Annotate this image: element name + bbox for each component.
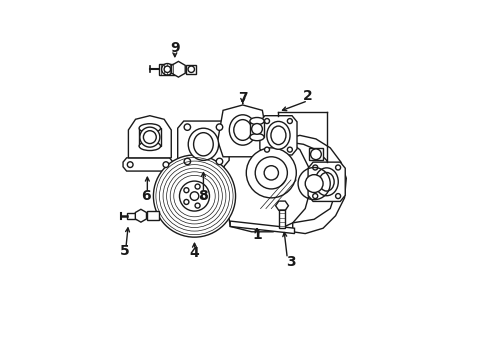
Circle shape [188, 66, 194, 72]
Circle shape [264, 147, 269, 152]
Text: 5: 5 [120, 244, 129, 258]
Polygon shape [147, 211, 159, 220]
Circle shape [183, 199, 188, 204]
Circle shape [164, 66, 170, 72]
Ellipse shape [314, 168, 338, 196]
Circle shape [143, 131, 156, 144]
Ellipse shape [266, 121, 289, 149]
Polygon shape [275, 201, 288, 210]
Circle shape [162, 64, 173, 75]
Polygon shape [217, 105, 267, 157]
Circle shape [179, 181, 209, 211]
Polygon shape [223, 135, 310, 232]
Circle shape [184, 124, 190, 130]
Ellipse shape [249, 117, 264, 125]
Polygon shape [177, 121, 229, 167]
Circle shape [246, 148, 296, 198]
Circle shape [335, 165, 340, 170]
Text: 9: 9 [170, 41, 179, 55]
Polygon shape [126, 213, 141, 219]
Polygon shape [307, 162, 345, 202]
Polygon shape [249, 121, 264, 137]
Circle shape [312, 165, 317, 170]
Ellipse shape [139, 141, 160, 150]
Ellipse shape [139, 124, 160, 133]
Text: 7: 7 [238, 91, 247, 105]
Circle shape [190, 192, 198, 201]
Ellipse shape [188, 128, 218, 160]
Circle shape [127, 162, 133, 167]
Circle shape [183, 188, 188, 193]
Polygon shape [279, 207, 285, 228]
Circle shape [184, 158, 190, 165]
Polygon shape [283, 135, 346, 234]
Circle shape [195, 203, 200, 208]
Circle shape [287, 118, 292, 123]
Circle shape [310, 149, 321, 159]
Circle shape [251, 123, 262, 134]
Polygon shape [135, 209, 146, 222]
Polygon shape [128, 116, 171, 158]
Polygon shape [123, 158, 173, 171]
Polygon shape [308, 148, 323, 160]
Text: 3: 3 [285, 255, 295, 269]
Circle shape [216, 158, 222, 165]
Polygon shape [186, 64, 196, 74]
Text: 8: 8 [198, 189, 208, 203]
Polygon shape [259, 116, 296, 155]
Text: 2: 2 [303, 89, 312, 103]
Ellipse shape [249, 134, 264, 141]
Polygon shape [171, 62, 185, 77]
Ellipse shape [229, 115, 256, 145]
Text: 4: 4 [189, 246, 199, 260]
Polygon shape [159, 64, 175, 75]
Circle shape [163, 162, 168, 167]
Circle shape [335, 194, 340, 199]
Circle shape [312, 194, 317, 199]
Circle shape [264, 118, 269, 123]
Polygon shape [139, 128, 160, 146]
Circle shape [140, 127, 160, 147]
Circle shape [287, 147, 292, 152]
Circle shape [153, 155, 235, 237]
Text: 6: 6 [141, 189, 151, 203]
Circle shape [202, 194, 206, 199]
Circle shape [216, 124, 222, 130]
Polygon shape [230, 221, 294, 234]
Text: 1: 1 [252, 228, 262, 242]
Circle shape [195, 184, 200, 189]
Circle shape [305, 175, 323, 193]
Circle shape [255, 157, 287, 189]
Circle shape [264, 166, 278, 180]
